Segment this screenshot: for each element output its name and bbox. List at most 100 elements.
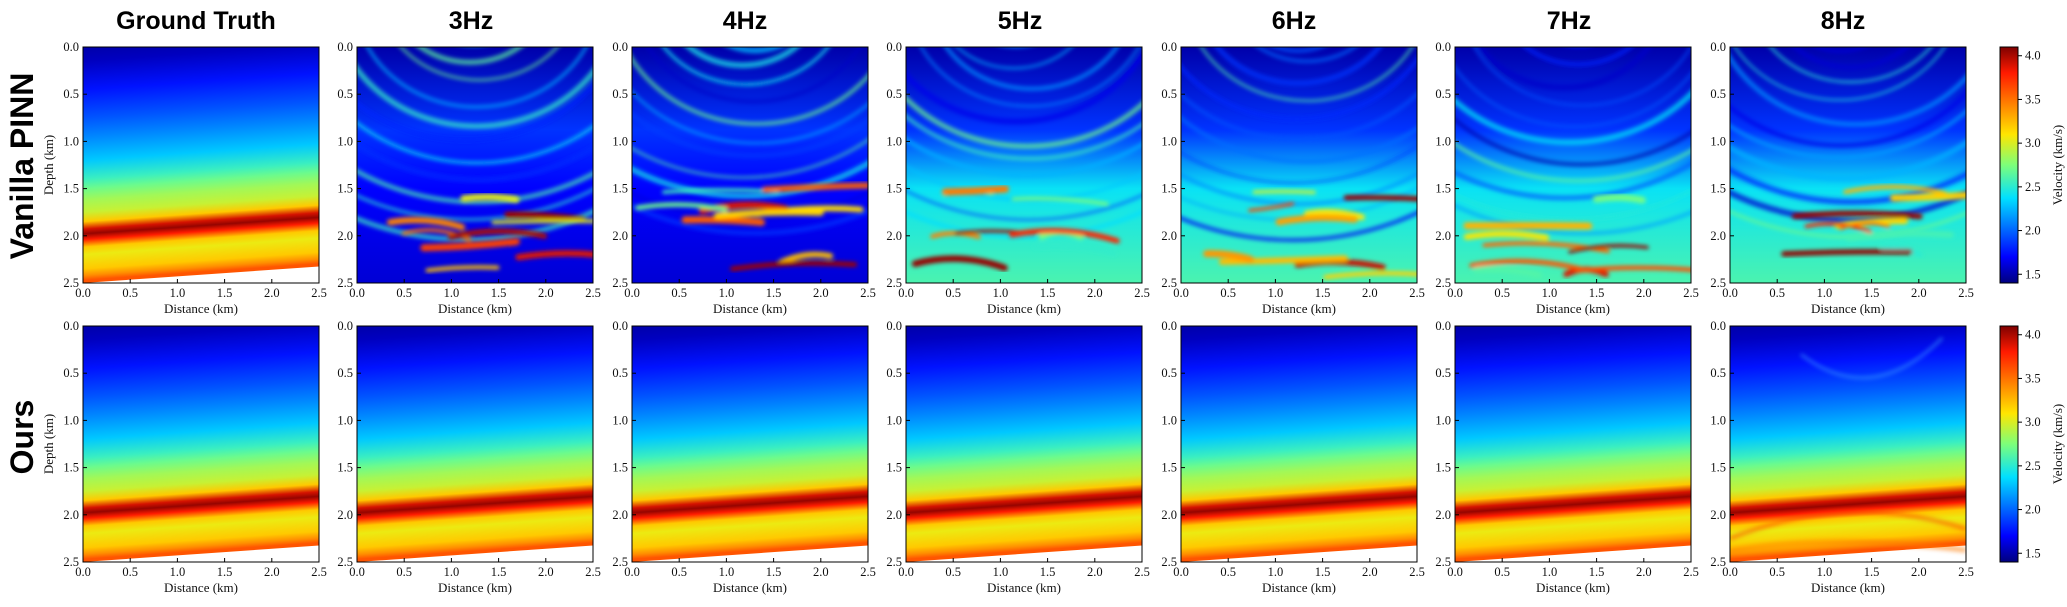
colorbar-tick-label: 3.5 (2025, 92, 2041, 106)
y-tick-label: 2.5 (1710, 276, 1726, 290)
x-tick-label: 1.5 (1040, 565, 1056, 579)
x-tick-label: 2.0 (264, 286, 280, 300)
x-tick-label: 1.5 (1040, 286, 1056, 300)
x-tick-label: 2.5 (311, 286, 327, 300)
panel-axes: 0.0 0.5 1.0 1.5 2.0 2.50.00.51.01.52.02.5Dist… (1710, 319, 1973, 595)
y-tick-label: 2.5 (1710, 555, 1726, 569)
heatmap-panel (83, 47, 319, 283)
heatmap-panel (632, 326, 868, 562)
x-tick-label: 1.5 (1589, 286, 1605, 300)
x-tick-label: 2.0 (813, 286, 829, 300)
colorbar-tick-label: 2.5 (2025, 180, 2041, 194)
panel-axes: 0.0 0.5 1.0 1.5 2.0 2.50.00.51.01.52.02.5Dist… (41, 319, 327, 595)
x-axis-label: Distance (km) (713, 301, 787, 316)
heatmap-panel (357, 326, 593, 562)
x-axis-label: Distance (km) (438, 580, 512, 595)
panel-frame (631, 46, 869, 284)
x-tick-label: 2.5 (1409, 286, 1425, 300)
panel-frame (82, 46, 320, 284)
y-tick-label: 1.0 (1161, 134, 1177, 148)
x-tick-label: 1.5 (766, 286, 782, 300)
y-tick-label: 0.5 (337, 366, 353, 380)
colorbar: 1.5 2.0 2.5 3.0 3.5 4.0 Velocity (km/s) (1999, 46, 2065, 284)
x-tick-label: 1.5 (217, 286, 233, 300)
x-tick-label: 0.0 (75, 565, 91, 579)
panel-frame (356, 46, 594, 284)
x-tick-label: 1.0 (170, 286, 186, 300)
panel-axes: 0.0 0.5 1.0 1.5 2.0 2.50.00.51.01.52.02.5Dist… (1710, 40, 1973, 316)
panel-axes: 0.0 0.5 1.0 1.5 2.0 2.50.00.51.01.52.02.5Dist… (886, 40, 1149, 316)
panel-axes: 0.0 0.5 1.0 1.5 2.0 2.50.00.51.01.52.02.5Dist… (612, 319, 875, 595)
colorbar-label: Velocity (km/s) (2050, 404, 2065, 485)
y-tick-label: 0.5 (1161, 366, 1177, 380)
x-tick-label: 0.0 (624, 286, 640, 300)
row-title-ours: Ours (4, 400, 40, 475)
y-tick-label: 2.5 (63, 276, 79, 290)
panel-frame (1454, 325, 1692, 563)
col-title-5hz: 5Hz (998, 7, 1042, 35)
x-axis-label: Distance (km) (164, 580, 238, 595)
y-tick-label: 2.0 (886, 229, 902, 243)
y-tick-label: 0.0 (337, 40, 353, 54)
colorbar-tick-label: 3.0 (2025, 415, 2041, 429)
x-tick-label: 2.5 (1134, 286, 1150, 300)
x-tick-label: 0.0 (898, 286, 914, 300)
y-tick-label: 2.0 (1435, 508, 1451, 522)
y-tick-label: 0.5 (886, 87, 902, 101)
y-tick-label: 0.5 (63, 366, 79, 380)
y-tick-label: 2.5 (1435, 276, 1451, 290)
x-tick-label: 2.5 (860, 565, 876, 579)
x-tick-label: 2.0 (1362, 565, 1378, 579)
y-tick-label: 0.5 (1710, 366, 1726, 380)
heatmap-panel (632, 47, 868, 283)
x-tick-label: 2.5 (1683, 565, 1699, 579)
x-axis-label: Distance (km) (1536, 580, 1610, 595)
panel-axes: 0.0 0.5 1.0 1.5 2.0 2.50.00.51.01.52.02.5Dist… (1161, 40, 1424, 316)
col-title-6hz: 6Hz (1272, 7, 1316, 35)
x-axis-label: Distance (km) (1536, 301, 1610, 316)
x-tick-label: 2.0 (538, 565, 554, 579)
col-title-ground-truth: Ground Truth (116, 7, 276, 35)
x-tick-label: 1.0 (1542, 286, 1558, 300)
x-axis-label: Distance (km) (987, 580, 1061, 595)
y-tick-label: 1.5 (886, 182, 902, 196)
heatmap-panel (83, 326, 319, 562)
y-tick-label: 0.0 (63, 40, 79, 54)
x-tick-label: 1.0 (1268, 565, 1284, 579)
y-tick-label: 0.0 (612, 40, 628, 54)
y-tick-label: 1.5 (1435, 182, 1451, 196)
x-tick-label: 1.5 (491, 565, 507, 579)
y-tick-label: 1.5 (1710, 461, 1726, 475)
panel-frame (1180, 46, 1418, 284)
col-title-3hz: 3Hz (449, 7, 493, 35)
x-tick-label: 2.0 (264, 565, 280, 579)
x-tick-label: 1.0 (993, 286, 1009, 300)
y-tick-label: 0.5 (63, 87, 79, 101)
y-tick-label: 2.5 (1435, 555, 1451, 569)
y-tick-label: 0.5 (1435, 87, 1451, 101)
colorbar-gradient (1999, 325, 2019, 563)
y-tick-label: 1.0 (337, 413, 353, 427)
x-axis-label: Distance (km) (713, 580, 787, 595)
colorbar-tick-label: 3.0 (2025, 136, 2041, 150)
x-tick-label: 1.0 (1542, 565, 1558, 579)
y-tick-label: 2.0 (337, 229, 353, 243)
x-tick-label: 1.5 (1864, 286, 1880, 300)
y-tick-label: 1.0 (1161, 413, 1177, 427)
panel-frame (1729, 46, 1967, 284)
y-tick-label: 0.0 (886, 319, 902, 333)
colorbar-tick-label: 2.5 (2025, 459, 2041, 473)
x-tick-label: 1.0 (1268, 286, 1284, 300)
y-tick-label: 2.0 (1161, 229, 1177, 243)
y-tick-label: 2.0 (612, 229, 628, 243)
y-tick-label: 0.5 (1435, 366, 1451, 380)
x-tick-label: 0.5 (122, 565, 138, 579)
y-tick-label: 1.0 (886, 413, 902, 427)
x-tick-label: 0.0 (898, 565, 914, 579)
x-tick-label: 0.0 (1173, 286, 1189, 300)
row-title-vanilla-pinn: Vanilla PINN (4, 73, 40, 260)
panel-axes: 0.0 0.5 1.0 1.5 2.0 2.50.00.51.01.52.02.5Dist… (886, 319, 1149, 595)
colorbar-tick-label: 4.0 (2025, 328, 2041, 342)
panel-frame (631, 325, 869, 563)
